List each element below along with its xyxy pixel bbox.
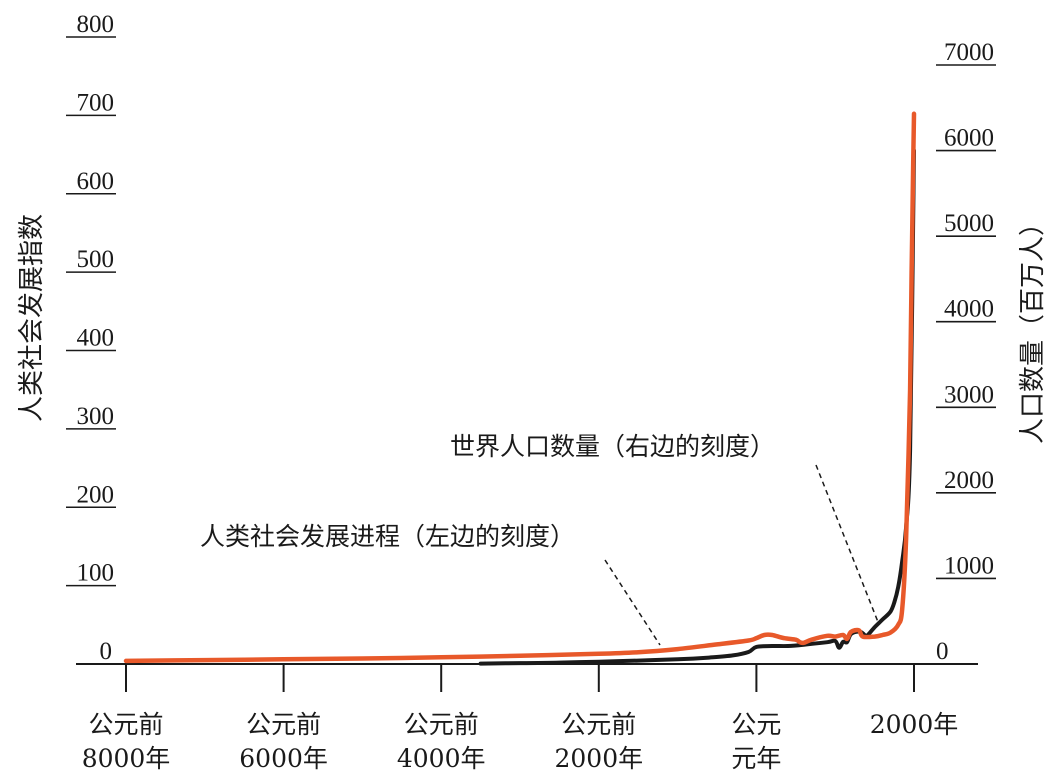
right-tick: 2000 (936, 467, 996, 494)
left-tick-label: 400 (77, 325, 115, 352)
left-tick-label: 500 (77, 246, 115, 273)
left-tick: 800 (66, 11, 116, 38)
left-axis-title: 人类社会发展指数 (17, 214, 47, 422)
left-tick: 700 (66, 89, 116, 116)
left-tick-label: 100 (77, 560, 115, 587)
right-tick-label: 3000 (944, 381, 994, 408)
left-axis-ticks: 0 100 200 300 400 500 600 700 800 (66, 11, 116, 665)
x-tick-label: 元年 (731, 744, 781, 773)
left-tick-label: 800 (77, 11, 115, 38)
x-tick: 公元前 4000年 (397, 664, 486, 773)
series-group (123, 111, 917, 666)
series-label-population: 世界人口数量（右边的刻度） (450, 432, 775, 461)
x-tick-label: 公元前 (404, 710, 479, 739)
x-tick-label: 8000年 (82, 744, 171, 773)
left-tick: 0 (100, 638, 113, 665)
right-tick: 4000 (936, 296, 996, 323)
right-tick-label: 7000 (944, 39, 994, 66)
left-tick-label: 700 (77, 89, 115, 116)
left-tick: 500 (66, 246, 116, 273)
right-tick: 0 (936, 638, 949, 665)
right-tick-label: 5000 (944, 210, 994, 237)
right-tick-label: 4000 (944, 296, 994, 323)
leader-line-development (604, 559, 661, 646)
series-label-development: 人类社会发展进程（左边的刻度） (200, 522, 575, 551)
right-tick: 5000 (936, 210, 996, 237)
left-tick-label: 0 (100, 638, 113, 665)
x-tick: 2000年 (870, 664, 959, 739)
left-tick-label: 300 (77, 403, 115, 430)
right-tick: 1000 (936, 552, 996, 579)
right-axis-ticks: 0 1000 2000 3000 4000 5000 6000 7000 (936, 39, 996, 665)
left-tick: 100 (66, 560, 116, 587)
left-tick: 600 (66, 168, 116, 195)
right-tick-label: 2000 (944, 467, 994, 494)
right-tick-label: 0 (936, 638, 949, 665)
series-line-population (478, 148, 916, 666)
x-tick-label: 公元前 (246, 710, 321, 739)
x-tick-label: 公元前 (88, 710, 163, 739)
left-tick: 400 (66, 325, 116, 352)
right-tick: 7000 (936, 39, 996, 66)
x-tick: 公元前 2000年 (554, 664, 643, 773)
x-tick-label: 2000年 (554, 744, 643, 773)
left-tick: 200 (66, 481, 116, 508)
x-tick-label: 公元前 (561, 710, 636, 739)
x-tick-label: 公元 (731, 710, 781, 739)
right-tick: 6000 (936, 125, 996, 152)
x-tick-label: 6000年 (239, 744, 328, 773)
right-tick: 3000 (936, 381, 996, 408)
right-axis-title: 人口数量（百万人） (1018, 210, 1048, 444)
x-tick-label: 2000年 (870, 710, 959, 739)
right-tick-label: 6000 (944, 125, 994, 152)
x-tick-label: 4000年 (397, 744, 486, 773)
x-tick: 公元前 8000年 (82, 664, 171, 773)
leader-line-population (815, 464, 879, 623)
left-tick-label: 600 (77, 168, 115, 195)
x-tick: 公元前 6000年 (239, 664, 328, 773)
right-tick-label: 1000 (944, 552, 994, 579)
annotations (604, 464, 879, 646)
left-tick: 300 (66, 403, 116, 430)
series-line-development (123, 111, 917, 664)
left-tick-label: 200 (77, 481, 115, 508)
